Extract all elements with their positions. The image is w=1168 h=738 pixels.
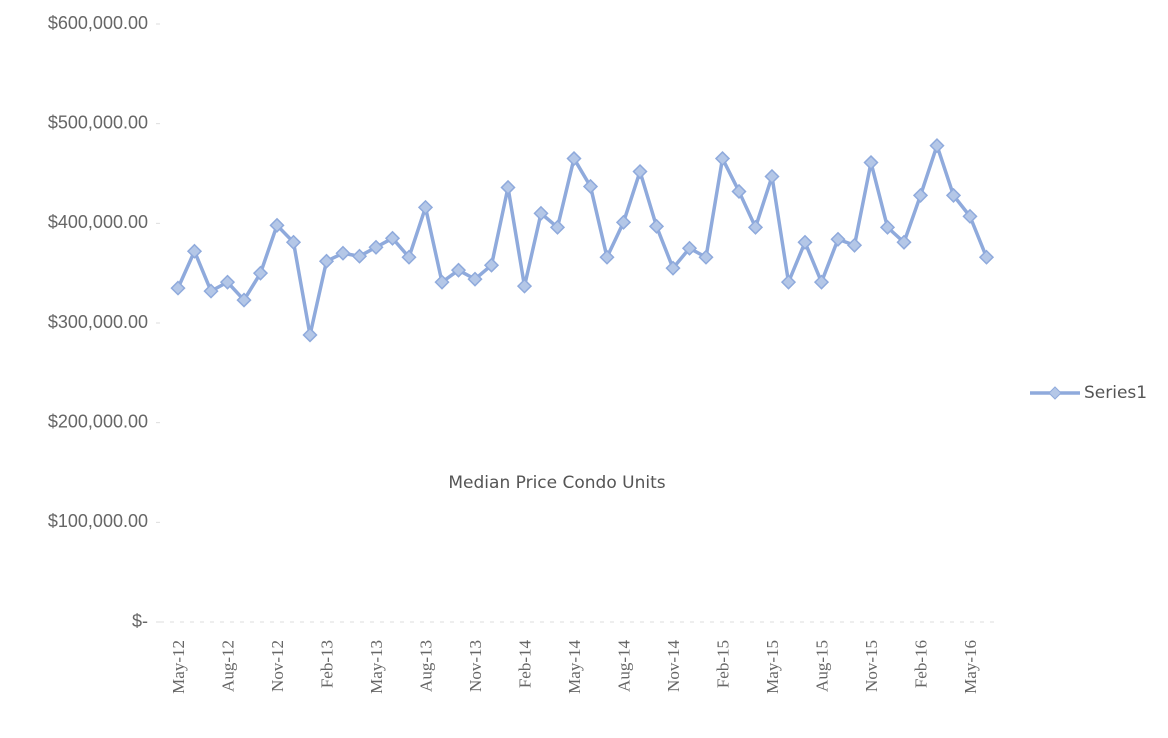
data-marker [615,214,632,230]
y-tick-label: $300,000.00 [48,312,148,332]
data-marker [384,230,401,246]
data-marker [698,249,714,265]
x-tick-label: Nov-15 [862,640,881,692]
chart-title: Median Price Condo Units [448,473,665,493]
y-tick-label: $400,000.00 [48,212,148,232]
x-tick-label: Aug-13 [417,640,436,692]
data-marker [170,280,186,296]
legend-label: Series1 [1084,383,1147,403]
data-marker [830,231,846,247]
data-marker [549,219,566,235]
data-marker [285,234,302,250]
data-marker [516,278,533,294]
data-marker [863,154,879,171]
data-marker [879,219,896,235]
data-marker [417,199,434,215]
data-marker [632,163,648,180]
x-tick-label: May-14 [565,640,584,694]
data-marker [764,168,780,185]
x-tick-label: Feb-16 [912,640,931,688]
x-tick-label: Nov-14 [664,640,683,692]
data-marker [483,257,500,273]
data-marker [681,240,698,256]
y-tick-label: $600,000.00 [48,13,148,33]
y-tick-label: $100,000.00 [48,511,148,531]
data-marker [731,183,747,200]
data-marker [929,138,945,154]
data-marker [302,327,318,343]
legend-marker [1048,386,1062,400]
x-tick-label: Nov-13 [466,640,485,692]
data-marker [912,187,929,203]
x-tick-label: Feb-14 [516,640,535,689]
x-tick-label: Aug-14 [615,640,634,692]
data-marker [500,179,516,196]
y-tick-label: $200,000.00 [48,411,148,431]
x-tick-label: May-15 [763,640,782,694]
data-marker [978,249,995,265]
data-marker [434,274,450,290]
data-marker [945,187,962,203]
data-marker [186,243,203,259]
data-marker [368,239,384,255]
data-marker [582,178,599,195]
data-marker [401,249,417,265]
data-marker [648,218,665,234]
x-tick-label: Aug-15 [813,640,832,692]
data-marker [566,150,582,167]
x-tick-label: Aug-12 [219,640,238,692]
data-marker [896,234,912,250]
data-marker [665,260,681,276]
data-marker [236,292,252,308]
series-line [176,143,989,337]
data-marker [269,217,285,233]
data-marker [318,253,335,269]
data-marker [846,237,863,253]
data-marker [203,283,219,299]
data-marker [813,274,830,290]
data-marker [533,205,549,221]
data-marker [252,265,269,281]
data-marker [219,274,236,290]
x-tick-label: Feb-13 [318,640,337,688]
x-tick-label: Nov-12 [268,640,287,692]
data-marker [599,249,615,265]
x-tick-label: Feb-15 [714,640,733,688]
data-marker [450,262,467,278]
x-tick-label: May-12 [169,640,188,694]
data-marker [467,271,483,287]
data-marker [351,248,368,264]
data-marker [714,150,731,167]
x-tick-label: May-16 [961,640,980,694]
data-marker [797,234,813,250]
y-tick-label: $- [132,611,148,631]
data-marker [780,274,797,290]
x-tick-label: May-13 [367,640,386,694]
data-marker [335,245,351,261]
data-marker [962,208,978,224]
data-marker [747,219,764,235]
y-tick-label: $500,000.00 [48,112,148,132]
